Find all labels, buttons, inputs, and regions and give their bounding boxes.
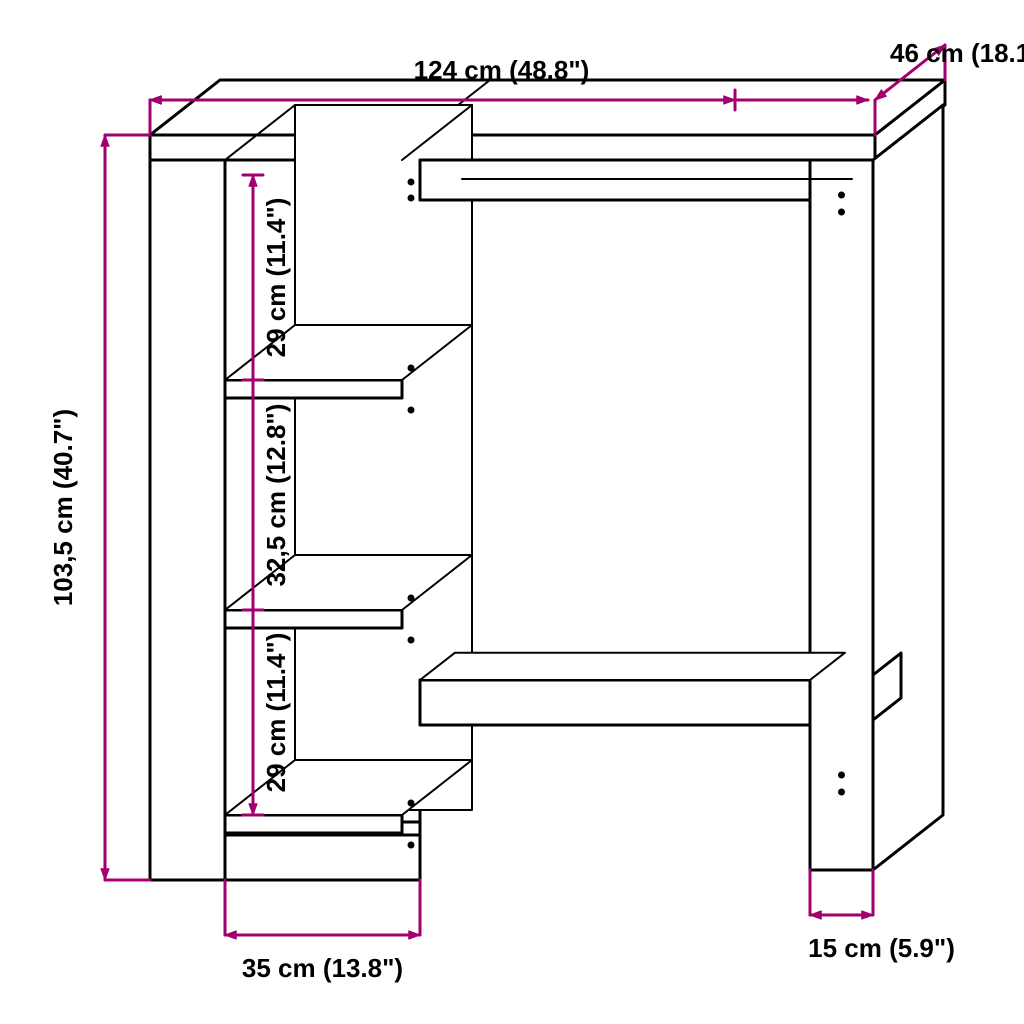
svg-text:124 cm (48.8"): 124 cm (48.8") — [414, 55, 590, 85]
svg-text:35 cm (13.8"): 35 cm (13.8") — [242, 953, 403, 983]
svg-text:46 cm (18.1"): 46 cm (18.1") — [890, 38, 1024, 68]
svg-text:32,5 cm (12.8"): 32,5 cm (12.8") — [261, 404, 291, 587]
svg-text:15 cm (5.9"): 15 cm (5.9") — [808, 933, 955, 963]
svg-text:29 cm (11.4"): 29 cm (11.4") — [261, 633, 291, 793]
svg-text:103,5 cm (40.7"): 103,5 cm (40.7") — [48, 409, 78, 606]
svg-text:29 cm (11.4"): 29 cm (11.4") — [261, 198, 291, 358]
